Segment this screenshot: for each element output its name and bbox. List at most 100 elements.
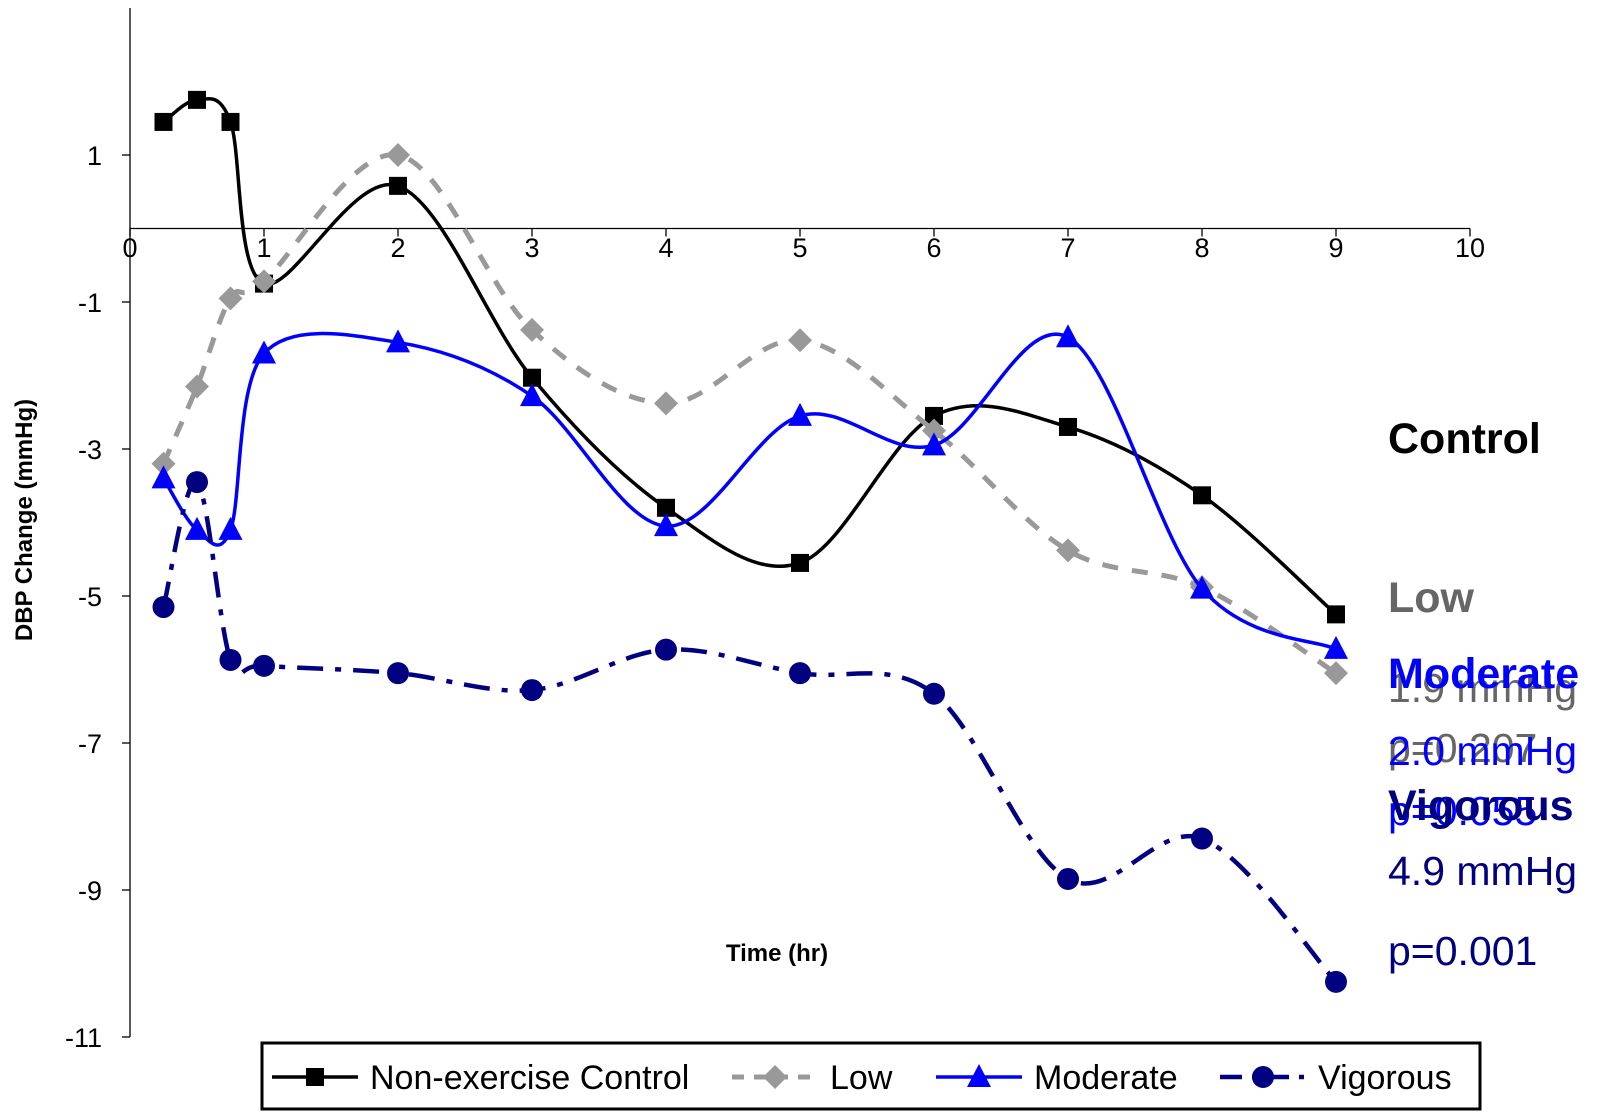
x-tick-label: 10 [1455,233,1485,263]
data-point-vigorous [923,682,945,705]
data-point-moderate [218,516,243,540]
legend-marker [967,1064,991,1087]
y-tick-label: -9 [78,876,102,906]
series-moderate [151,324,1348,659]
series-line-low [161,152,1338,676]
data-point-moderate [788,402,812,426]
legend-item-non-exercise-control: Non-exercise Control [272,1059,689,1097]
annotation-text: p=0.001 [1388,928,1537,974]
annotation-text: 4.9 mmHg [1388,848,1577,894]
data-point-vigorous [219,648,242,671]
data-point-moderate [252,340,276,364]
data-point-low [788,328,812,353]
data-point-non-exercise-control [523,368,541,387]
y-tick-label: -7 [78,729,102,759]
data-point-vigorous [1057,867,1079,890]
data-point-moderate [185,516,209,540]
data-point-non-exercise-control [188,90,206,109]
data-point-moderate [151,465,176,489]
data-point-vigorous [655,638,677,661]
legend-item-low: Low [732,1059,893,1097]
legend-item-vigorous: Vigorous [1220,1059,1452,1097]
legend-label: Low [830,1059,893,1097]
series-line-moderate [162,331,1337,651]
data-point-non-exercise-control [925,406,943,425]
x-tick-label: 2 [390,233,405,263]
annotation-moderate: Moderate 2.0 mmHg p=0.055 [1388,650,1579,834]
data-point-vigorous [186,471,208,494]
y-tick-label: -5 [78,582,102,612]
legend-marker [306,1068,324,1086]
series-non-exercise-control [154,90,1345,624]
data-point-vigorous [1191,827,1213,850]
y-tick-label: -1 [78,288,102,318]
annotation-label: Low [1388,574,1475,622]
series-line-vigorous [161,479,1338,984]
data-point-moderate [654,513,678,537]
x-tick-label: 1 [256,233,271,263]
x-tick-label: 4 [658,233,673,263]
data-point-low [520,317,544,342]
data-point-low [1324,661,1348,686]
annotation-vigorous: Vigorous 4.9 mmHg p=0.001 [1388,782,1577,974]
data-point-non-exercise-control [221,112,240,131]
data-point-non-exercise-control [791,553,809,572]
data-point-moderate [520,383,544,407]
data-point-vigorous [253,654,275,677]
x-tick-label: 0 [122,233,137,263]
data-point-low [185,374,209,399]
data-point-vigorous [387,662,409,685]
data-point-non-exercise-control [1327,605,1345,624]
x-tick-label: 7 [1060,233,1075,263]
x-axis-title: Time (hr) [726,940,828,967]
annotation-text: p=0.055 [1388,788,1537,834]
legend-label: Moderate [1034,1059,1178,1097]
series-vigorous [152,471,1347,993]
data-point-non-exercise-control [154,112,173,131]
y-tick-label: -11 [65,1023,102,1053]
y-axis-title: DBP Change (mmHg) [11,399,38,641]
x-tick-label: 8 [1194,233,1209,263]
data-point-non-exercise-control [389,176,407,195]
legend-label: Non-exercise Control [370,1059,689,1097]
data-point-moderate [922,432,946,456]
axes: 1 -1 -3 -5 -7 -9 -11 0 1 2 3 4 5 6 7 8 9 10 [65,8,1485,1053]
legend: Non-exercise Control Low Moderate Vigorous [260,1041,1482,1111]
data-point-vigorous [789,662,811,685]
data-point-non-exercise-control [657,498,675,517]
annotation-low: Low 1.9 mmHg p=0.207 [1388,574,1577,771]
legend-marker [1252,1066,1274,1088]
x-tick-label: 5 [792,233,807,263]
annotation-layer: Control Low 1.9 mmHg p=0.207 Moderate 2.0 mmH… [1388,415,1579,974]
data-point-moderate [1190,575,1214,599]
legend-item-moderate: Moderate [936,1059,1178,1097]
data-point-low [922,418,946,443]
data-point-moderate [1324,635,1348,659]
annotation-label: Moderate [1388,650,1579,698]
data-point-low [386,143,410,167]
data-point-vigorous [521,679,543,702]
data-point-moderate [386,329,410,353]
annotation-label: Control [1388,415,1541,463]
annotation-text: 1.9 mmHg [1388,665,1577,711]
data-point-low [1056,538,1080,563]
series-line-non-exercise-control [162,97,1338,616]
data-point-non-exercise-control [1059,417,1077,436]
legend-marker [763,1065,787,1089]
data-point-moderate [1056,324,1080,348]
annotation-text: 2.0 mmHg [1388,728,1577,774]
data-point-low [654,391,678,416]
x-tick-label: 3 [524,233,539,263]
x-tick-label: 9 [1328,233,1343,263]
data-point-low [252,269,276,294]
data-point-non-exercise-control [1193,486,1211,505]
annotation-control: Control [1388,415,1541,463]
data-point-low [151,451,176,476]
annotation-text: p=0.207 [1388,725,1537,771]
data-point-vigorous [1325,970,1347,993]
data-point-vigorous [152,596,175,619]
y-tick-label: 1 [87,141,102,171]
x-tick-label: 6 [926,233,941,263]
legend-label: Vigorous [1318,1059,1452,1097]
